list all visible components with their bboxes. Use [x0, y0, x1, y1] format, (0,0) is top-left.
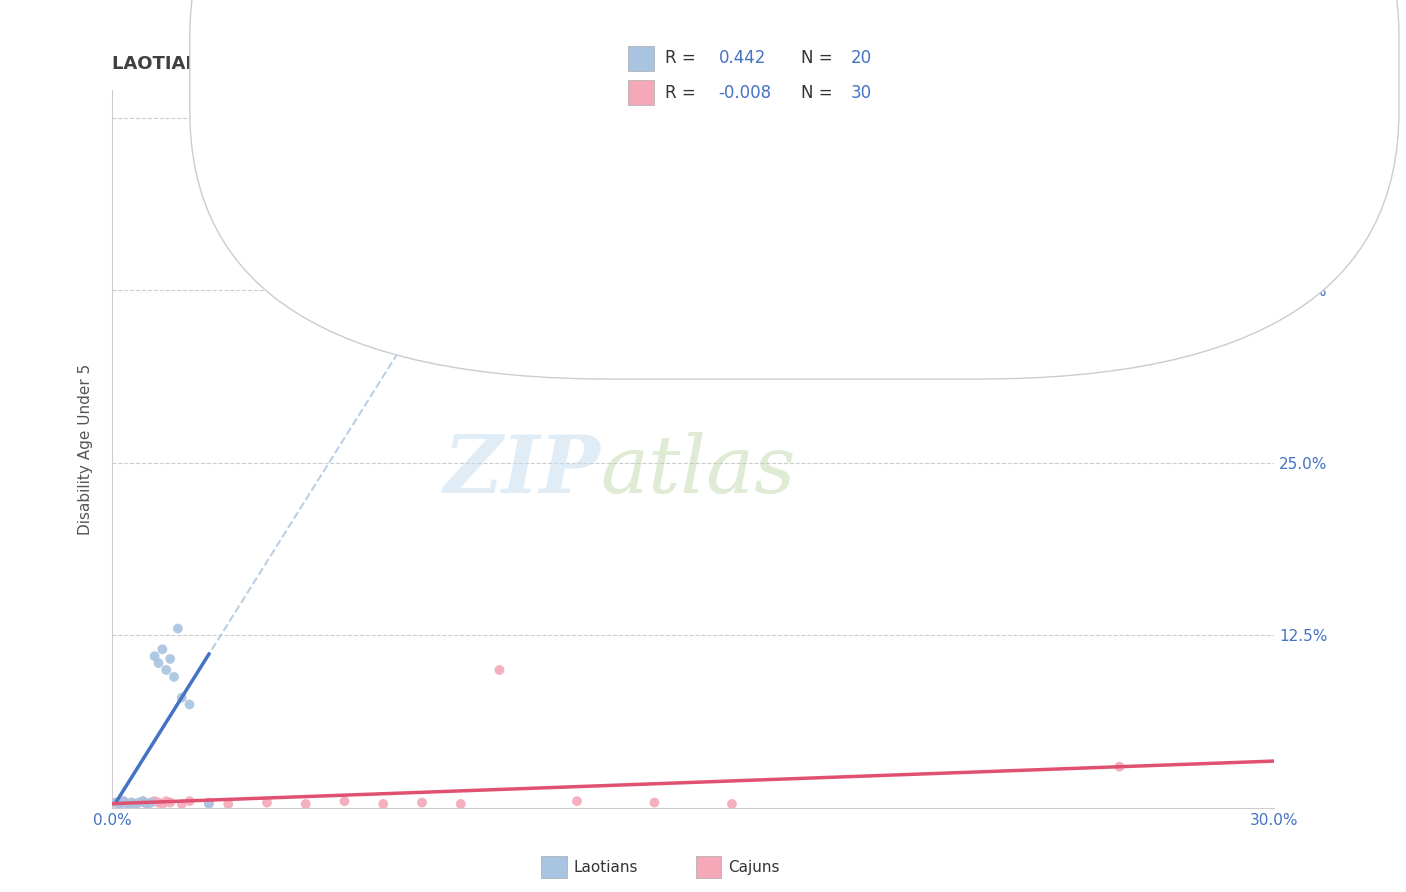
Point [132, 794, 155, 808]
Point [150, 797, 173, 811]
Point [179, 794, 201, 808]
Point [256, 796, 278, 810]
Text: N =: N = [801, 49, 838, 68]
Point [217, 797, 239, 811]
Text: ZIP: ZIP [443, 432, 600, 509]
Point [128, 796, 150, 810]
Text: N =: N = [801, 84, 838, 102]
Point [159, 796, 181, 810]
Point [411, 796, 433, 810]
Text: Laotians: Laotians [574, 860, 638, 874]
Text: 0.442: 0.442 [718, 49, 766, 68]
Point [170, 797, 193, 811]
Point [143, 794, 166, 808]
Text: Cajuns: Cajuns [728, 860, 780, 874]
Point [117, 797, 139, 811]
Point [150, 642, 173, 657]
Text: R =: R = [665, 84, 702, 102]
Point [132, 794, 155, 808]
Point [139, 796, 162, 810]
Text: 20: 20 [851, 49, 872, 68]
Point [128, 796, 150, 810]
Point [104, 796, 127, 810]
Point [450, 797, 472, 811]
Point [120, 796, 142, 810]
Point [155, 663, 177, 677]
Point [117, 797, 139, 811]
Point [294, 797, 316, 811]
Point [108, 797, 131, 811]
Point [333, 794, 356, 808]
Point [135, 797, 157, 811]
Point [163, 670, 186, 684]
Point [108, 797, 131, 811]
Point [120, 796, 142, 810]
Point [148, 796, 170, 810]
Point [721, 797, 744, 811]
Point [565, 794, 588, 808]
Point [198, 796, 221, 810]
Point [159, 652, 181, 666]
Point [143, 649, 166, 664]
Point [135, 797, 157, 811]
Text: -0.008: -0.008 [718, 84, 772, 102]
Point [112, 794, 135, 808]
Point [139, 796, 162, 810]
Point [1108, 759, 1130, 773]
Text: R =: R = [665, 49, 702, 68]
Point [488, 663, 510, 677]
Point [167, 622, 190, 636]
Point [148, 656, 170, 670]
Point [104, 796, 127, 810]
Text: 30: 30 [851, 84, 872, 102]
Text: LAOTIAN VS CAJUN DISABILITY AGE UNDER 5 CORRELATION CHART: LAOTIAN VS CAJUN DISABILITY AGE UNDER 5 … [112, 55, 786, 73]
Text: atlas: atlas [600, 432, 796, 509]
Point [373, 797, 395, 811]
Point [155, 794, 177, 808]
Point [643, 796, 665, 810]
Y-axis label: Disability Age Under 5: Disability Age Under 5 [79, 363, 93, 534]
Point [170, 690, 193, 705]
Point [179, 698, 201, 712]
Point [124, 797, 146, 811]
Text: Source: ZipAtlas.com: Source: ZipAtlas.com [1251, 22, 1385, 36]
Point [112, 794, 135, 808]
Point [198, 797, 221, 811]
Point [124, 797, 146, 811]
